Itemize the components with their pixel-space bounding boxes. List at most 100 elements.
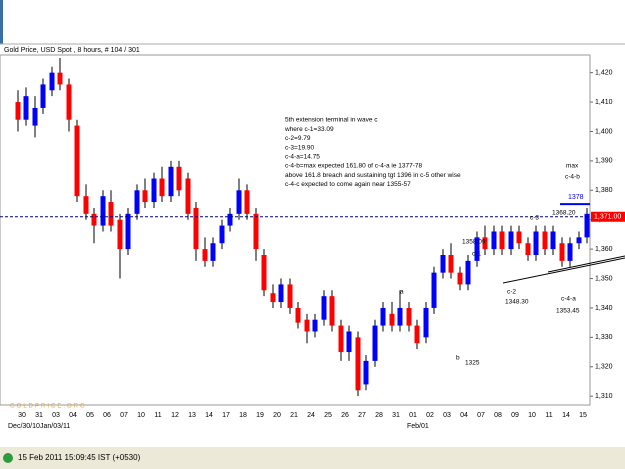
candle-body bbox=[23, 96, 29, 120]
price-tag bbox=[591, 211, 625, 222]
candle-body bbox=[159, 178, 165, 197]
note-line: where c-1=33.09 bbox=[284, 126, 334, 133]
candle-body bbox=[227, 213, 233, 226]
x-group-label: Dec/30/10 bbox=[8, 423, 40, 430]
candle-body bbox=[491, 231, 497, 250]
annotation: 1368.20 bbox=[552, 210, 576, 217]
x-tick-label: 06 bbox=[103, 412, 111, 419]
x-tick-label: 31 bbox=[392, 412, 400, 419]
candle-body bbox=[465, 260, 471, 285]
candle-body bbox=[74, 125, 80, 197]
candle-body bbox=[57, 72, 63, 85]
note-line: above 161.8 breach and sustaining tgt 13… bbox=[285, 172, 461, 179]
annotation: b bbox=[456, 355, 460, 362]
x-group-label: Feb/01 bbox=[407, 423, 429, 430]
status-icon bbox=[3, 453, 13, 463]
x-tick-label: 11 bbox=[545, 412, 552, 419]
candle-body bbox=[287, 284, 293, 308]
candle-body bbox=[525, 243, 531, 255]
x-tick-label: 27 bbox=[358, 412, 366, 419]
candle-body bbox=[542, 231, 548, 250]
x-tick-label: 04 bbox=[460, 412, 468, 419]
annotation: 1325 bbox=[465, 360, 480, 367]
candle-body bbox=[355, 337, 361, 391]
candle-body bbox=[567, 243, 573, 261]
chart-title: Gold Price, USD Spot , 8 hours, # 104 / … bbox=[4, 47, 140, 54]
candle-body bbox=[193, 207, 199, 250]
candle-body bbox=[219, 225, 225, 244]
candle-body bbox=[236, 190, 242, 214]
note-line: 5th extension terminal in wave c bbox=[285, 117, 378, 124]
status-bar bbox=[0, 447, 625, 469]
candle-body bbox=[576, 237, 582, 244]
annotation: c-4-a bbox=[561, 296, 576, 303]
x-tick-label: 09 bbox=[511, 412, 519, 419]
watermark: GOLDPRICE.ORG bbox=[10, 404, 87, 410]
x-tick-label: 05 bbox=[86, 412, 94, 419]
candle-body bbox=[448, 255, 454, 273]
plot-frame bbox=[0, 54, 591, 406]
x-tick-label: 10 bbox=[137, 412, 145, 419]
x-tick-label: 20 bbox=[273, 412, 281, 419]
annotation: 1353.45 bbox=[556, 308, 580, 315]
candle-body bbox=[261, 255, 267, 291]
x-tick-label: 21 bbox=[290, 412, 298, 419]
candle-body bbox=[457, 272, 463, 285]
candle-body bbox=[202, 249, 208, 261]
candle-body bbox=[83, 196, 89, 214]
y-tick-label: 1,320 bbox=[595, 364, 613, 371]
note-line: c-4-c expected to come again near 1355-5… bbox=[285, 181, 411, 188]
note-line: c-2=9.79 bbox=[285, 135, 311, 142]
x-tick-label: 12 bbox=[171, 412, 179, 419]
trend-line bbox=[547, 255, 625, 273]
status-text: 15 Feb 2011 15:09:45 IST (+0530) bbox=[18, 453, 141, 462]
annotation: 1358.09 bbox=[462, 239, 486, 246]
annotation: a bbox=[400, 289, 404, 296]
x-tick-label: 31 bbox=[35, 412, 43, 419]
x-tick-label: 14 bbox=[562, 412, 570, 419]
candle-body bbox=[168, 166, 174, 197]
x-tick-label: 02 bbox=[426, 412, 434, 419]
x-tick-label: 17 bbox=[222, 412, 230, 419]
x-group-label: Jan/03/11 bbox=[40, 423, 70, 430]
annotation: c-3 bbox=[530, 215, 539, 222]
candle-body bbox=[423, 307, 429, 338]
y-tick-label: 1,330 bbox=[595, 334, 613, 341]
candle-body bbox=[389, 313, 395, 326]
candle-body bbox=[397, 307, 403, 326]
candle-body bbox=[363, 360, 369, 385]
candle-body bbox=[32, 107, 38, 126]
annotation: 1348.30 bbox=[505, 299, 529, 306]
candle-body bbox=[151, 178, 157, 203]
x-tick-label: 07 bbox=[477, 412, 485, 419]
x-tick-label: 11 bbox=[154, 412, 161, 419]
candle-body bbox=[100, 196, 106, 226]
y-tick-label: 1,310 bbox=[595, 393, 613, 400]
x-tick-label: 07 bbox=[120, 412, 128, 419]
candle-body bbox=[508, 231, 514, 250]
x-tick-label: 14 bbox=[205, 412, 213, 419]
candle-body bbox=[278, 284, 284, 303]
y-tick-label: 1,360 bbox=[595, 246, 613, 253]
candle-body bbox=[329, 296, 335, 326]
candle-body bbox=[270, 293, 276, 303]
candle-body bbox=[406, 307, 412, 326]
y-tick-label: 1,380 bbox=[595, 187, 613, 194]
candle-body bbox=[117, 219, 123, 250]
x-tick-label: 30 bbox=[18, 412, 26, 419]
candle-body bbox=[210, 243, 216, 261]
candle-body bbox=[142, 190, 148, 203]
window-edge bbox=[0, 0, 3, 44]
candle-body bbox=[550, 231, 556, 250]
x-tick-label: 19 bbox=[256, 412, 264, 419]
annotation: c-2 bbox=[507, 289, 516, 296]
x-tick-label: 28 bbox=[375, 412, 383, 419]
candle-body bbox=[49, 72, 55, 91]
candle-body bbox=[372, 325, 378, 361]
candle-body bbox=[134, 190, 140, 214]
candle-body bbox=[380, 307, 386, 326]
candle-body bbox=[499, 231, 505, 250]
x-tick-label: 01 bbox=[409, 412, 417, 419]
annotation: c-4-b bbox=[565, 174, 580, 181]
